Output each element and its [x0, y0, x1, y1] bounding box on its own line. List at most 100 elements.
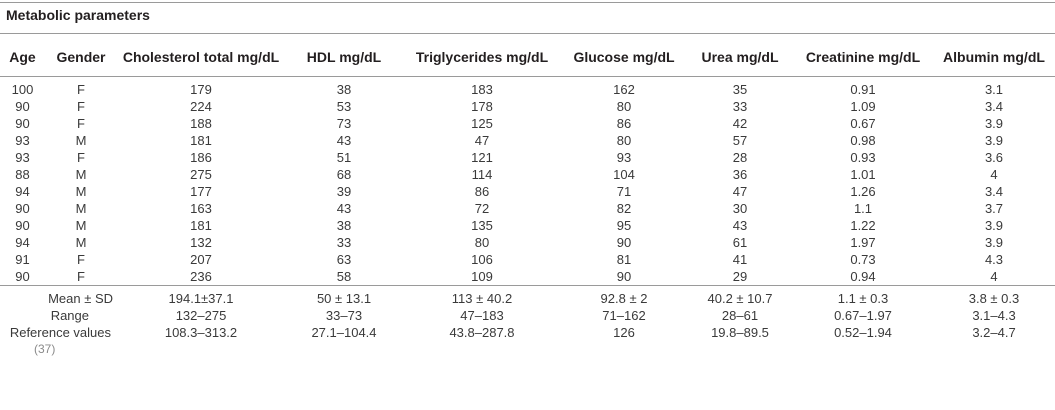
table-row: 93 M 181 43 47 80 57 0.98 3.9: [0, 132, 1055, 149]
summary-cell: 50 ± 13.1: [285, 285, 403, 307]
value-cell: 71: [616, 184, 632, 199]
summary-cell: 3.2–4.7: [972, 325, 1016, 340]
table-row: 90 M 163 43 72 82 30 1.1 3.7: [0, 200, 1055, 217]
summary-rows: Mean ± SD 194.1±37.1 50 ± 13.1 113 ± 40.…: [0, 285, 1055, 359]
value-cell: 186: [190, 150, 212, 165]
col-header-cholesterol: Cholesterol total mg/dL: [117, 38, 285, 77]
table-row: 91 F 207 63 106 81 41 0.73 4.3: [0, 251, 1055, 268]
value-cell: 183: [471, 82, 493, 97]
summary-row-range: Range 132–275 33–73 47–183 71–162 28–61 …: [0, 307, 1055, 324]
gender-cell: F: [77, 150, 85, 165]
value-cell: 80: [616, 133, 632, 148]
summary-row-mean: Mean ± SD 194.1±37.1 50 ± 13.1 113 ± 40.…: [0, 285, 1055, 307]
table-row: 90 F 236 58 109 90 29 0.94 4: [0, 268, 1055, 286]
col-header-triglycerides: Triglycerides mg/dL: [403, 38, 561, 77]
value-cell: 33: [732, 99, 748, 114]
value-cell: 36: [732, 167, 748, 182]
value-cell: 207: [190, 252, 212, 267]
value-cell: 90: [616, 235, 632, 250]
gender-cell: M: [75, 218, 87, 233]
summary-cell: 113 ± 40.2: [403, 285, 561, 307]
value-cell: 81: [616, 252, 632, 267]
value-cell: 30: [732, 201, 748, 216]
value-cell: 58: [336, 269, 352, 284]
gender-cell: F: [77, 269, 85, 284]
value-cell: 135: [471, 218, 493, 233]
value-cell: 82: [616, 201, 632, 216]
table-row: 90 F 188 73 125 86 42 0.67 3.9: [0, 115, 1055, 132]
value-cell: 1.22: [850, 218, 876, 233]
value-cell: 47: [474, 133, 490, 148]
value-cell: 1.97: [850, 235, 876, 250]
value-cell: 3.4: [984, 99, 1004, 114]
value-cell: 3.9: [984, 116, 1004, 131]
value-cell: 4.3: [984, 252, 1004, 267]
table-row: 100 F 179 38 183 162 35 0.91 3.1: [0, 77, 1055, 99]
age-cell: 93: [15, 133, 30, 148]
value-cell: 80: [474, 235, 490, 250]
value-cell: 177: [190, 184, 212, 199]
value-cell: 275: [190, 167, 212, 182]
value-cell: 3.9: [984, 218, 1004, 233]
value-cell: 181: [190, 218, 212, 233]
col-header-gender: Gender: [45, 38, 117, 77]
table-row: 94 M 132 33 80 90 61 1.97 3.9: [0, 234, 1055, 251]
gender-cell: F: [77, 116, 85, 131]
summary-label: Mean ± SD: [0, 285, 117, 307]
summary-cell: 108.3–313.2: [164, 325, 238, 340]
value-cell: 43: [336, 201, 352, 216]
summary-cell: 33–73: [325, 308, 363, 323]
value-cell: 51: [336, 150, 352, 165]
value-cell: 1.1: [853, 201, 873, 216]
table-row: 93 F 186 51 121 93 28 0.93 3.6: [0, 149, 1055, 166]
value-cell: 181: [190, 133, 212, 148]
value-cell: 63: [336, 252, 352, 267]
value-cell: 3.6: [984, 150, 1004, 165]
value-cell: 0.98: [850, 133, 876, 148]
value-cell: 3.9: [984, 235, 1004, 250]
summary-cell: 1.1 ± 0.3: [793, 285, 933, 307]
value-cell: 106: [471, 252, 493, 267]
summary-cell: 3.1–4.3: [972, 308, 1016, 323]
value-cell: 42: [732, 116, 748, 131]
age-cell: 100: [11, 82, 34, 97]
value-cell: 114: [471, 167, 493, 182]
table-row: 90 F 224 53 178 80 33 1.09 3.4: [0, 98, 1055, 115]
value-cell: 68: [336, 167, 352, 182]
age-cell: 94: [15, 184, 30, 199]
value-cell: 4: [990, 269, 998, 284]
table-row: 94 M 177 39 86 71 47 1.26 3.4: [0, 183, 1055, 200]
value-cell: 80: [616, 99, 632, 114]
gender-cell: M: [75, 201, 87, 216]
value-cell: 43: [732, 218, 748, 233]
reference-citation-link[interactable]: (37): [34, 342, 56, 356]
gender-cell: M: [75, 235, 87, 250]
summary-label: Reference values: [9, 325, 111, 340]
gender-cell: M: [75, 184, 87, 199]
value-cell: 125: [471, 116, 493, 131]
value-cell: 1.26: [850, 184, 876, 199]
value-cell: 38: [336, 82, 352, 97]
age-cell: 93: [15, 150, 30, 165]
value-cell: 47: [732, 184, 748, 199]
table-title: Metabolic parameters: [6, 7, 150, 23]
value-cell: 73: [336, 116, 352, 131]
value-cell: 121: [471, 150, 493, 165]
summary-cell: 132–275: [175, 308, 227, 323]
value-cell: 4: [990, 167, 998, 182]
value-cell: 224: [190, 99, 212, 114]
gender-cell: M: [75, 133, 87, 148]
value-cell: 90: [616, 269, 632, 284]
value-cell: 35: [732, 82, 748, 97]
value-cell: 61: [732, 235, 748, 250]
value-cell: 3.1: [984, 82, 1004, 97]
value-cell: 38: [336, 218, 352, 233]
col-header-glucose: Glucose mg/dL: [561, 38, 687, 77]
summary-cell: 126: [613, 325, 635, 340]
data-rows: 100 F 179 38 183 162 35 0.91 3.1 90 F 224 53 178 80 33 1…: [0, 77, 1055, 286]
summary-cell: 28–61: [721, 308, 759, 323]
value-cell: 29: [732, 269, 748, 284]
top-rule: [0, 2, 1055, 3]
summary-cell: 0.52–1.94: [834, 325, 892, 340]
